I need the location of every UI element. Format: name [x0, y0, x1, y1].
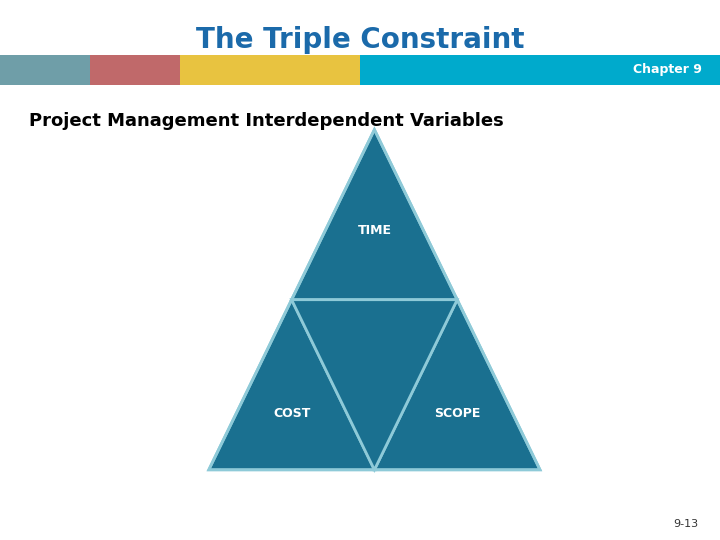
- Text: Chapter 9: Chapter 9: [633, 63, 702, 77]
- Text: Project Management Interdependent Variables: Project Management Interdependent Variab…: [29, 112, 503, 131]
- Polygon shape: [292, 130, 457, 300]
- Text: COST: COST: [273, 407, 310, 420]
- Bar: [360, 55, 720, 85]
- Bar: [90, 55, 180, 85]
- Polygon shape: [374, 300, 540, 470]
- Text: The Triple Constraint: The Triple Constraint: [196, 26, 524, 55]
- Text: TIME: TIME: [357, 224, 392, 238]
- Text: 9-13: 9-13: [673, 519, 698, 529]
- Bar: [180, 55, 360, 85]
- Bar: [0, 55, 90, 85]
- Text: SCOPE: SCOPE: [434, 407, 480, 420]
- Polygon shape: [209, 300, 374, 470]
- Polygon shape: [292, 300, 457, 470]
